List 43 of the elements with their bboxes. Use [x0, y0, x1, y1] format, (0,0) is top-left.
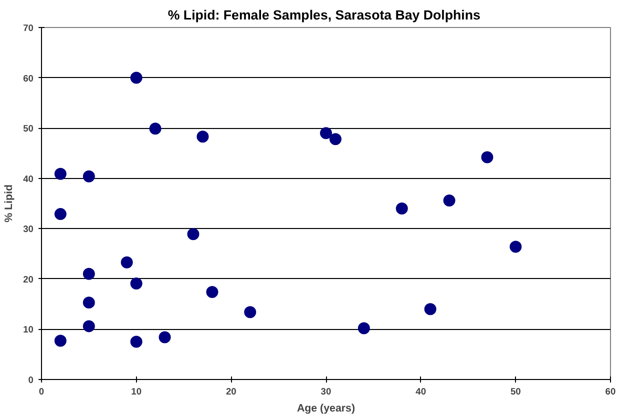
point: [424, 303, 436, 316]
point: [187, 228, 200, 240]
point: [206, 286, 218, 298]
y-tick-label: 70: [23, 23, 34, 33]
point: [149, 122, 162, 135]
point: [82, 296, 95, 309]
point: [54, 334, 66, 347]
x-axis-title: Age (years): [296, 402, 356, 414]
chart-title: % Lipid: Female Samples, Sarasota Bay Dolphins: [168, 8, 480, 22]
y-tick-label: 40: [23, 174, 34, 184]
point: [130, 72, 142, 84]
x-tick-label: 40: [416, 386, 426, 396]
x-tick-label: 60: [605, 386, 616, 396]
point: [82, 170, 95, 182]
y-tick-label: 30: [23, 224, 34, 234]
point: [396, 202, 408, 215]
point: [244, 306, 256, 318]
point: [481, 151, 494, 164]
x-tick-label: 30: [320, 386, 332, 396]
point: [158, 331, 171, 344]
point: [358, 322, 370, 334]
point: [196, 130, 209, 143]
point: [120, 256, 133, 268]
x-tick-label: 50: [510, 386, 521, 396]
y-tick-label: 20: [23, 274, 34, 284]
point: [54, 168, 66, 180]
x-tick-label: 10: [131, 386, 142, 396]
point: [329, 133, 342, 146]
point: [82, 268, 95, 280]
y-tick-label: 50: [23, 124, 34, 134]
y-tick-label: 60: [23, 73, 34, 84]
point: [54, 208, 66, 220]
point: [510, 240, 522, 253]
point: [130, 277, 142, 290]
x-tick-label: 0: [38, 386, 44, 396]
point: [443, 194, 456, 206]
y-tick-label: 0: [28, 375, 34, 385]
point: [82, 320, 95, 332]
x-tick-label: 20: [226, 386, 236, 396]
y-tick-label: 10: [23, 324, 34, 335]
y-axis-title: % Lipid: [3, 184, 16, 222]
point: [130, 336, 142, 348]
point: [320, 127, 332, 140]
